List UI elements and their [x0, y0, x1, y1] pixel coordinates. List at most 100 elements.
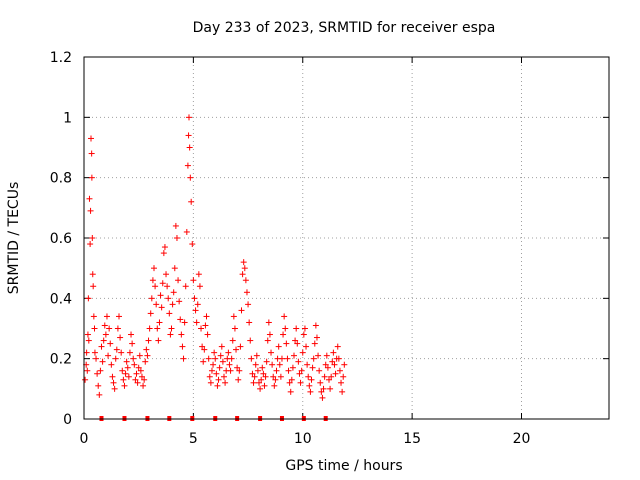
data-point [241, 265, 248, 272]
data-point [88, 174, 95, 181]
data-point [321, 373, 328, 380]
data-point [87, 241, 94, 248]
data-point [340, 373, 347, 380]
data-point [181, 319, 188, 326]
data-point [110, 379, 117, 386]
data-point [87, 207, 94, 214]
data-point [284, 355, 291, 362]
data-point [275, 343, 282, 350]
data-point [185, 132, 192, 139]
data-point [306, 382, 313, 389]
data-point [189, 241, 196, 248]
data-point [194, 301, 201, 308]
data-point [93, 355, 100, 362]
data-point [190, 277, 197, 284]
data-point [134, 379, 141, 386]
data-point [91, 349, 98, 356]
data-point [318, 388, 325, 395]
data-point [156, 319, 163, 326]
data-point [175, 277, 182, 284]
plot-frame [83, 56, 610, 420]
data-point [154, 325, 161, 332]
data-point [299, 349, 306, 356]
data-point [118, 349, 125, 356]
data-point [130, 355, 137, 362]
y-tick-label: 0 [63, 412, 72, 428]
data-point [160, 250, 167, 257]
data-point [111, 385, 118, 392]
data-point [186, 114, 192, 121]
x-tick-label: 0 [80, 431, 89, 447]
data-point [143, 346, 150, 353]
data-point [328, 373, 335, 380]
data-point [335, 355, 342, 362]
data-point [116, 313, 122, 320]
y-axis-label: SRMTID / TECUs [6, 182, 22, 295]
data-point [121, 382, 128, 389]
data-point [137, 367, 144, 374]
data-point [161, 244, 168, 251]
data-point [89, 271, 96, 278]
data-point [246, 319, 253, 326]
data-point [122, 370, 129, 377]
data-point [282, 325, 289, 332]
x-tick-label: 20 [513, 431, 531, 447]
data-point [182, 283, 189, 290]
data-point [172, 222, 179, 229]
data-point [329, 358, 336, 365]
data-point [315, 352, 322, 359]
data-point [239, 271, 246, 278]
data-point [308, 376, 315, 383]
data-point [291, 352, 297, 359]
data-point [82, 376, 89, 383]
data-point [296, 370, 303, 377]
data-point [136, 352, 143, 359]
data-point [263, 358, 270, 365]
data-point [103, 313, 110, 320]
data-point [205, 355, 212, 362]
points-layer [82, 114, 348, 401]
data-point [114, 325, 121, 332]
data-point [283, 340, 290, 347]
data-point [287, 388, 294, 395]
data-point [228, 355, 235, 362]
data-point [307, 388, 314, 395]
data-point [126, 349, 133, 356]
data-point [112, 355, 119, 362]
data-point [226, 361, 233, 368]
data-point [97, 367, 104, 374]
data-point [145, 337, 152, 344]
data-point [312, 322, 319, 329]
y-tick-label: 0.6 [50, 231, 72, 247]
y-tick-label: 0.8 [50, 171, 72, 187]
x-axis-label: GPS time / hours [285, 458, 402, 474]
data-point [313, 334, 320, 341]
grid-layer [84, 57, 609, 419]
data-point [206, 373, 213, 380]
data-point [200, 358, 207, 365]
data-point [295, 358, 302, 365]
data-point [214, 382, 221, 389]
data-point [222, 379, 229, 386]
data-point [304, 361, 311, 368]
data-point [301, 325, 308, 332]
data-point [131, 361, 138, 368]
data-point [140, 382, 147, 389]
data-point [211, 349, 218, 356]
data-point [212, 355, 219, 362]
data-point [277, 373, 284, 380]
data-point [123, 358, 130, 365]
data-point [163, 271, 170, 278]
data-point [195, 271, 202, 278]
data-point [84, 331, 91, 338]
data-point [251, 373, 258, 380]
data-point [186, 144, 193, 151]
data-point [332, 370, 339, 377]
data-point [338, 379, 345, 386]
data-point [280, 331, 287, 338]
data-point [292, 337, 299, 344]
data-point [265, 319, 272, 326]
data-point [85, 295, 92, 302]
data-point [298, 367, 305, 374]
data-point [317, 379, 324, 386]
